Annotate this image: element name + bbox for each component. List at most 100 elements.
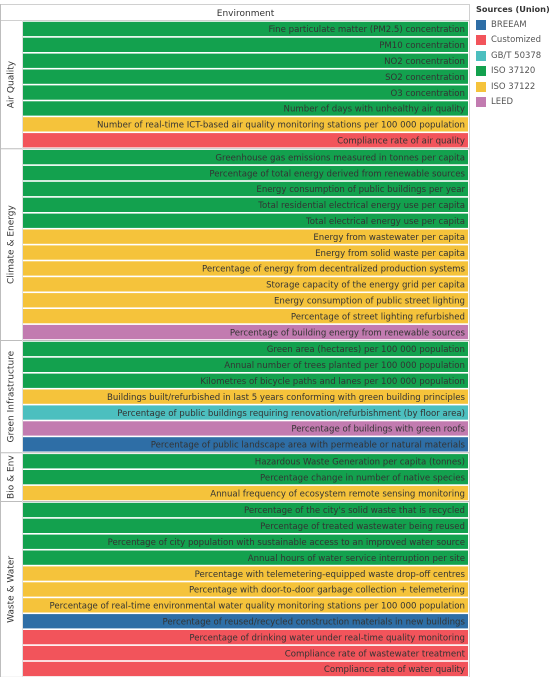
indicator-label: Percentage of street lighting refurbishe…	[291, 312, 465, 322]
indicator-label: Percentage change in number of native sp…	[260, 473, 465, 483]
legend-item: GB/T 50378	[476, 48, 550, 64]
indicator-bar	[23, 101, 468, 116]
legend-swatch	[476, 81, 486, 92]
indicator-label: Kilometres of bicycle paths and lanes pe…	[200, 377, 465, 387]
indicator-bar	[23, 582, 468, 597]
indicator-bar	[23, 373, 468, 388]
indicator-label: Percentage of buildings with green roofs	[291, 425, 465, 435]
indicator-bar	[23, 534, 468, 549]
indicator-bar	[23, 614, 468, 629]
indicator-bar	[23, 69, 468, 84]
indicator-label: Percentage of total energy derived from …	[209, 169, 465, 179]
indicator-label: Hazardous Waste Generation per capita (t…	[255, 457, 465, 467]
legend-item: LEED	[476, 95, 550, 111]
group-label: Climate & Energy	[7, 204, 17, 284]
legend-label: GB/T 50378	[491, 50, 542, 61]
legend-swatch	[476, 19, 486, 30]
group-label: Air Quality	[7, 60, 17, 108]
indicator-bar	[23, 197, 468, 212]
indicator-label: Percentage of treated wastewater being r…	[260, 522, 465, 532]
indicator-label: Percentage of the city's solid waste tha…	[244, 506, 465, 516]
indicator-bar	[23, 165, 468, 181]
indicator-bar	[23, 53, 468, 68]
indicator-bar	[23, 277, 468, 292]
indicator-label: Energy from solid waste per capita	[315, 249, 465, 259]
indicator-label: Percentage of building energy from renew…	[230, 328, 466, 338]
indicator-label: Fine particulate matter (PM2.5) concentr…	[268, 25, 465, 35]
group-label: Green Infrastructure	[7, 350, 17, 442]
indicator-label: Number of real-time ICT-based air qualit…	[97, 121, 465, 131]
indicator-bar	[23, 405, 468, 420]
indicator-label: Energy consumption of public buildings p…	[256, 185, 465, 195]
group-label: Bio & Env	[7, 455, 17, 499]
indicator-bar	[23, 133, 468, 148]
group-label: Waste & Water	[7, 556, 17, 623]
legend-swatch	[476, 50, 486, 61]
indicator-bar	[23, 341, 468, 357]
indicator-label: Percentage of public buildings requiring…	[117, 409, 465, 419]
indicator-label: Compliance rate of air quality	[337, 136, 465, 146]
indicator-label: Green area (hectares) per 100 000 popula…	[267, 345, 465, 355]
legend: Sources (Union) BREEAM Customized GB/T 503…	[476, 4, 550, 110]
indicator-bar	[23, 37, 468, 52]
legend-item: Customized	[476, 33, 550, 49]
indicator-label: Storage capacity of the energy grid per …	[266, 281, 465, 291]
indicator-label: Annual frequency of ecosystem remote sen…	[210, 489, 465, 499]
legend-item: BREEAM	[476, 17, 550, 33]
indicator-label: Greenhouse gas emissions measured in ton…	[215, 153, 465, 163]
indicator-bar	[23, 229, 468, 244]
indicator-label: NO2 concentration	[384, 57, 465, 67]
indicator-label: O3 concentration	[391, 89, 465, 99]
legend-swatch	[476, 66, 486, 77]
indicator-bar	[23, 566, 468, 581]
indicator-label: Buildings built/refurbished in last 5 ye…	[107, 393, 465, 403]
indicator-label: Compliance rate of water quality	[324, 665, 465, 675]
indicator-bar	[23, 645, 468, 661]
indicator-bar	[23, 454, 468, 469]
header-label: Environment	[217, 9, 275, 19]
indicator-bar	[23, 213, 468, 228]
indicator-label: Number of days with unhealthy air qualit…	[284, 105, 465, 115]
indicator-label: Total residential electrical energy use …	[257, 201, 465, 211]
legend-label: ISO 37122	[491, 81, 536, 92]
legend-label: Customized	[491, 35, 542, 46]
indicator-bar	[23, 293, 468, 308]
indicator-bar	[23, 117, 468, 132]
legend-label: ISO 37120	[491, 66, 536, 77]
legend-label: LEED	[491, 97, 514, 108]
legend-title: Sources (Union)	[476, 4, 550, 14]
indicator-bar	[23, 661, 468, 677]
legend-label: BREEAM	[491, 19, 527, 30]
legend-item: ISO 37122	[476, 79, 550, 95]
legend-item: ISO 37120	[476, 64, 550, 80]
indicator-label: Percentage of real-time environmental wa…	[49, 602, 465, 612]
indicator-label: Annual number of trees planted per 100 0…	[224, 361, 465, 371]
indicator-label: SO2 concentration	[385, 73, 465, 83]
indicator-label: Percentage with door-to-door garbage col…	[189, 586, 465, 596]
indicator-bar	[23, 181, 468, 197]
indicator-bar	[23, 357, 468, 372]
indicator-bar	[23, 630, 468, 645]
indicator-bar	[23, 261, 468, 276]
indicator-bar	[23, 245, 468, 260]
indicator-bar	[23, 21, 468, 37]
indicator-bar	[23, 309, 468, 324]
indicator-bar	[23, 421, 468, 436]
indicator-bar	[23, 518, 468, 533]
indicator-bar	[23, 470, 468, 485]
indicator-label: Percentage of city population with susta…	[108, 538, 465, 548]
indicator-bar	[23, 389, 468, 404]
indicator-label: Percentage of energy from decentralized …	[202, 265, 466, 275]
indicator-label: Energy consumption of public street ligh…	[274, 296, 465, 306]
indicator-label: Percentage of drinking water under real-…	[189, 633, 465, 643]
indicator-label: PM10 concentration	[379, 41, 465, 51]
legend-swatch	[476, 35, 486, 46]
indicator-label: Annual hours of water service interrupti…	[248, 554, 465, 564]
indicator-bar	[23, 85, 468, 100]
indicator-bar	[23, 485, 468, 501]
indicator-label: Percentage with telemetering-equipped wa…	[195, 570, 466, 580]
indicator-label: Compliance rate of wastewater treatment	[285, 649, 466, 659]
indicator-label: Percentage of public landscape area with…	[151, 441, 466, 451]
indicator-bar	[23, 150, 468, 165]
